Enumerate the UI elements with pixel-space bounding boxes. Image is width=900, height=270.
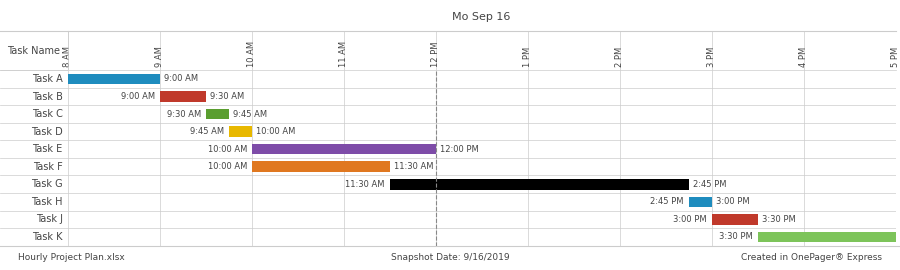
Text: 12 PM: 12 PM <box>431 42 440 67</box>
Text: 2:45 PM: 2:45 PM <box>651 197 684 206</box>
Text: 10 AM: 10 AM <box>247 41 256 67</box>
Text: Task H: Task H <box>32 197 63 207</box>
Bar <box>205 109 229 119</box>
Text: 5 PM: 5 PM <box>891 47 900 67</box>
Text: 9:00 AM: 9:00 AM <box>121 92 155 101</box>
Bar <box>68 176 896 193</box>
Text: 9:45 AM: 9:45 AM <box>233 110 267 119</box>
Text: 8 AM: 8 AM <box>63 46 72 67</box>
Bar <box>159 91 205 102</box>
Text: Mo Sep 16: Mo Sep 16 <box>453 12 510 22</box>
Bar <box>68 70 896 88</box>
Text: 3:00 PM: 3:00 PM <box>673 215 707 224</box>
Bar <box>712 214 758 225</box>
Text: 2 PM: 2 PM <box>615 47 624 67</box>
Text: 12:00 PM: 12:00 PM <box>440 145 479 154</box>
Text: Task E: Task E <box>32 144 63 154</box>
Bar <box>68 105 896 123</box>
Text: 9:30 AM: 9:30 AM <box>166 110 201 119</box>
Text: Task J: Task J <box>36 214 63 224</box>
Text: 3:00 PM: 3:00 PM <box>716 197 750 206</box>
Bar <box>390 179 688 190</box>
Bar <box>68 123 896 140</box>
Text: 3:30 PM: 3:30 PM <box>762 215 796 224</box>
Text: Task F: Task F <box>33 162 63 172</box>
Text: Task C: Task C <box>32 109 63 119</box>
Bar <box>229 126 251 137</box>
Bar <box>68 193 896 211</box>
Text: 10:00 AM: 10:00 AM <box>208 162 247 171</box>
Text: Task D: Task D <box>31 127 63 137</box>
Text: Created in OnePager® Express: Created in OnePager® Express <box>741 253 882 262</box>
Text: 1 PM: 1 PM <box>523 47 532 67</box>
Bar <box>68 158 896 176</box>
Text: 11:30 AM: 11:30 AM <box>394 162 434 171</box>
Bar <box>758 232 896 242</box>
Text: 10:00 AM: 10:00 AM <box>256 127 295 136</box>
Text: Hourly Project Plan.xlsx: Hourly Project Plan.xlsx <box>18 253 125 262</box>
Bar <box>68 88 896 105</box>
Text: Task K: Task K <box>32 232 63 242</box>
Bar <box>68 140 896 158</box>
Text: 3 PM: 3 PM <box>707 47 716 67</box>
Bar <box>68 211 896 228</box>
Text: 2:45 PM: 2:45 PM <box>693 180 726 189</box>
Bar <box>251 161 390 172</box>
Text: 10:00 AM: 10:00 AM <box>208 145 247 154</box>
Bar <box>688 197 712 207</box>
Bar <box>68 74 159 84</box>
Text: 11:30 AM: 11:30 AM <box>346 180 385 189</box>
Text: 9:45 AM: 9:45 AM <box>190 127 224 136</box>
Text: Snapshot Date: 9/16/2019: Snapshot Date: 9/16/2019 <box>391 253 509 262</box>
Text: Task Name: Task Name <box>7 46 60 56</box>
Bar <box>68 228 896 246</box>
Text: Task A: Task A <box>32 74 63 84</box>
Text: 11 AM: 11 AM <box>339 41 348 67</box>
Text: 9:00 AM: 9:00 AM <box>164 75 198 83</box>
Bar <box>251 144 436 154</box>
Text: 9:30 AM: 9:30 AM <box>210 92 245 101</box>
Text: 9 AM: 9 AM <box>155 46 164 67</box>
Text: Task G: Task G <box>32 179 63 189</box>
Text: 3:30 PM: 3:30 PM <box>719 232 753 241</box>
Text: Task B: Task B <box>32 92 63 102</box>
Text: 4 PM: 4 PM <box>799 47 808 67</box>
